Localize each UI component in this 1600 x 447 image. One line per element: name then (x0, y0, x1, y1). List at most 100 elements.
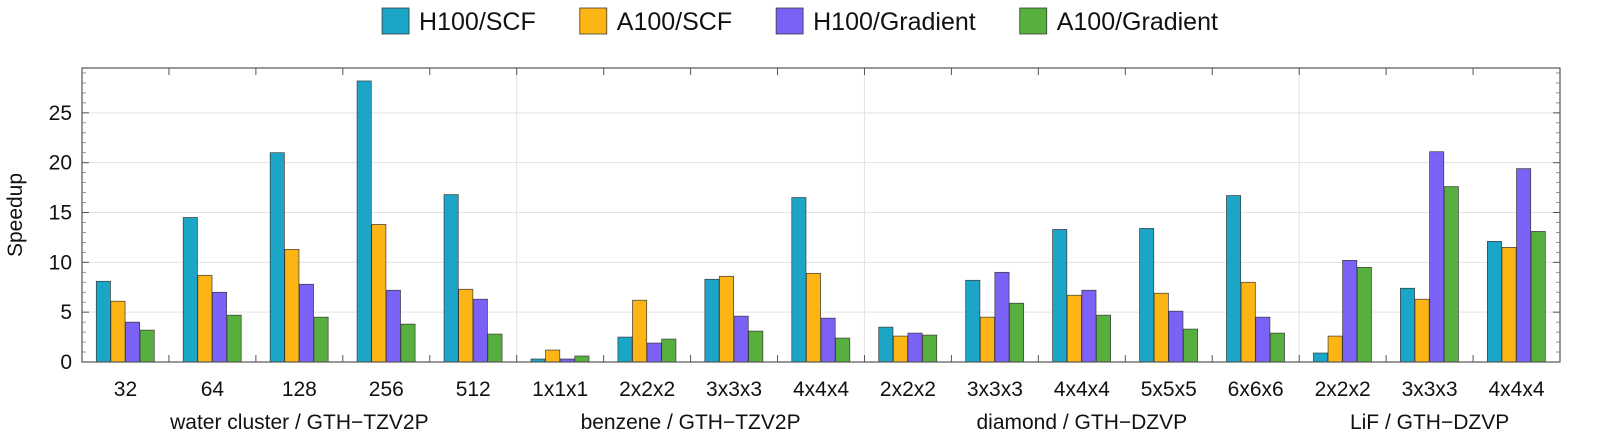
bar-h100-gradient-9 (907, 332, 923, 363)
bar-a100-gradient-12 (1183, 328, 1198, 363)
x-group-label: benzene / GTH−TZV2P (581, 411, 801, 434)
legend-label-h100-scf: H100/SCF (419, 8, 536, 36)
bar-a100-scf-9 (892, 335, 908, 363)
bar-a100-gradient-6 (661, 338, 677, 363)
bar-h100-gradient-12 (1168, 310, 1184, 363)
legend-swatch-h100-gradient (775, 7, 804, 35)
bar-a100-gradient-8 (835, 337, 851, 363)
x-category-label: 3x3x3 (967, 378, 1023, 401)
plot-frame (81, 67, 1561, 363)
bar-a100-scf-16 (1501, 247, 1517, 363)
bar-a100-scf-8 (806, 272, 821, 363)
bar-a100-scf-5 (545, 349, 561, 363)
bar-h100-gradient-7 (733, 315, 749, 363)
bar-h100-gradient-1 (212, 291, 227, 363)
bar-a100-gradient-4 (487, 333, 503, 363)
bar-a100-gradient-16 (1530, 231, 1546, 363)
bar-a100-scf-3 (371, 224, 387, 363)
bar-a100-gradient-10 (1009, 302, 1025, 363)
bar-a100-gradient-5 (574, 355, 590, 363)
bar-h100-gradient-2 (299, 283, 314, 363)
bar-a100-scf-12 (1153, 292, 1169, 363)
legend-label-h100-gradient: H100/Gradient (813, 8, 976, 36)
bar-a100-scf-1 (197, 274, 213, 363)
bar-a100-gradient-14 (1356, 266, 1372, 363)
bar-h100-scf-1 (182, 217, 198, 363)
x-category-label: 2x2x2 (619, 378, 675, 401)
bar-h100-gradient-4 (472, 298, 488, 363)
legend: H100/SCF A100/SCF H100/Gradient A100/Gradie… (381, 7, 1218, 36)
x-category-label: 3x3x3 (706, 378, 762, 401)
bar-h100-scf-4 (443, 194, 459, 363)
bar-a100-gradient-2 (313, 316, 329, 363)
bar-a100-scf-13 (1240, 281, 1256, 363)
legend-label-a100-gradient: A100/Gradient (1057, 8, 1218, 36)
x-category-label: 4x4x4 (793, 378, 849, 401)
bar-h100-gradient-3 (385, 289, 401, 363)
bar-h100-scf-9 (878, 326, 894, 363)
bar-h100-gradient-14 (1342, 260, 1358, 363)
x-category-label: 4x4x4 (1489, 378, 1545, 401)
x-group-label: diamond / GTH−DZVP (976, 411, 1187, 434)
y-tick-label: 25 (49, 102, 72, 125)
x-category-label: 2x2x2 (1315, 378, 1371, 401)
bar-h100-gradient-10 (994, 271, 1010, 363)
x-group-label: LiF / GTH−DZVP (1350, 411, 1509, 434)
x-category-label: 128 (282, 378, 317, 401)
bar-h100-scf-7 (704, 278, 720, 363)
x-category-label: 256 (369, 378, 404, 401)
y-tick-label: 15 (49, 202, 72, 225)
bar-h100-gradient-13 (1255, 316, 1271, 363)
x-category-label: 6x6x6 (1228, 378, 1284, 401)
bar-h100-gradient-0 (125, 321, 141, 363)
bar-h100-scf-15 (1400, 287, 1415, 363)
bar-h100-scf-12 (1139, 228, 1155, 363)
y-axis-title: Speedup (4, 173, 27, 257)
legend-swatch-a100-scf (579, 7, 608, 35)
x-category-label: 512 (456, 378, 491, 401)
x-category-label: 2x2x2 (880, 378, 936, 401)
x-category-label: 64 (201, 378, 225, 401)
bar-h100-scf-11 (1052, 229, 1068, 363)
bar-a100-scf-10 (979, 316, 995, 363)
bar-h100-scf-10 (965, 279, 981, 363)
bar-a100-scf-2 (284, 249, 300, 363)
bar-a100-gradient-1 (226, 314, 242, 363)
bar-h100-scf-16 (1486, 241, 1502, 363)
bar-h100-scf-2 (269, 152, 285, 363)
x-group-label: water cluster / GTH−TZV2P (169, 411, 428, 434)
bar-a100-gradient-7 (748, 330, 764, 363)
y-tick-label: 20 (49, 152, 72, 175)
bar-h100-gradient-15 (1429, 151, 1445, 363)
bar-a100-gradient-15 (1443, 186, 1459, 363)
bar-a100-gradient-11 (1096, 314, 1111, 363)
bar-a100-scf-11 (1066, 294, 1082, 363)
x-category-label: 32 (114, 378, 137, 401)
bar-h100-gradient-6 (646, 342, 662, 363)
bar-h100-scf-0 (95, 280, 111, 363)
bar-a100-gradient-0 (139, 329, 155, 363)
bars (95, 80, 1546, 363)
x-category-label: 4x4x4 (1054, 378, 1110, 401)
legend-swatch-a100-gradient (1019, 7, 1048, 35)
bar-a100-scf-7 (719, 275, 735, 363)
y-tick-label: 10 (49, 251, 72, 274)
y-tick-label: 5 (60, 301, 72, 324)
bar-a100-scf-15 (1414, 298, 1430, 363)
bar-h100-scf-6 (617, 336, 633, 363)
axis-labels: 0 5 10 15 20 25 32 64 128 256 512 1x1x1 2x2x2 3x3x3 4x… (49, 102, 1545, 434)
bar-h100-gradient-8 (820, 317, 836, 363)
bar-a100-gradient-3 (400, 323, 416, 363)
legend-label-a100-scf: A100/SCF (617, 8, 732, 36)
bar-h100-gradient-11 (1081, 289, 1097, 363)
bar-a100-scf-0 (110, 300, 126, 363)
x-category-label: 3x3x3 (1402, 378, 1458, 401)
bar-a100-scf-4 (458, 288, 474, 363)
bar-a100-gradient-13 (1269, 332, 1285, 363)
x-category-label: 1x1x1 (532, 378, 588, 401)
bar-h100-scf-3 (356, 80, 372, 363)
bar-a100-scf-14 (1327, 335, 1343, 363)
bar-a100-gradient-9 (922, 334, 938, 363)
bar-h100-scf-8 (791, 197, 807, 363)
